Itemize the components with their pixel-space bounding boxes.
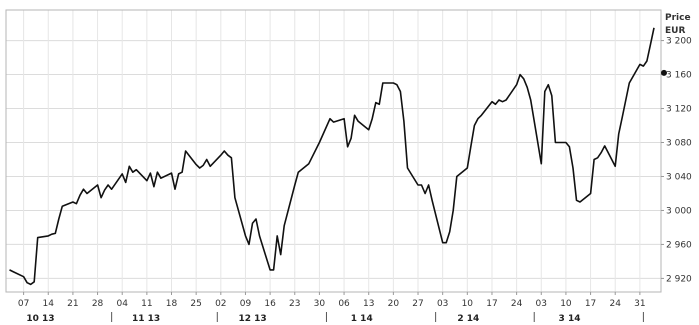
y-tick-label: 3 080: [666, 139, 692, 149]
y-tick-label: 3 120: [666, 105, 692, 115]
x-tick-label: 10: [560, 299, 572, 309]
x-tick-label: 03: [437, 299, 448, 309]
x-tick-label: 25: [190, 299, 201, 309]
x-tick-label: 24: [511, 299, 523, 309]
x-tick-label: 24: [609, 299, 621, 309]
x-tick-label: 20: [388, 299, 400, 309]
x-tick-label: 14: [43, 299, 55, 309]
x-tick-label: 18: [166, 299, 178, 309]
grid-lines: [6, 10, 661, 292]
month-label: 2 14: [457, 314, 479, 324]
x-tick-label: 23: [289, 299, 300, 309]
y-tick-label: 3 160: [666, 71, 692, 81]
x-tick-label: 03: [536, 299, 547, 309]
x-tick-label: 04: [116, 299, 128, 309]
x-tick-label: 09: [240, 299, 252, 309]
y-axis-title: Price: [665, 13, 691, 23]
x-tick-label: 02: [215, 299, 226, 309]
x-tick-label: 28: [92, 299, 104, 309]
x-tick-label: 17: [486, 299, 497, 309]
y-axis: 2 920 2 960 3 000 3 040 3 080 3 120 3 160 3 200: [661, 37, 692, 284]
plot-frame: [5, 9, 662, 293]
y-axis-unit: EUR: [665, 26, 685, 36]
y-tick-label: 2 920: [666, 274, 692, 284]
y-tick-label: 3 040: [666, 172, 692, 182]
last-value-marker: [661, 69, 667, 76]
month-label: 3 14: [559, 314, 581, 324]
x-axis: 07 14 21 28 04 11 18 25 02 09 16 23 30 06 13 20 27 03 10 17…: [18, 292, 646, 324]
price-series: [9, 27, 667, 286]
x-tick-label: 06: [338, 299, 350, 309]
x-tick-label: 16: [264, 299, 276, 309]
price-line: [9, 27, 655, 286]
x-tick-label: 10: [462, 299, 474, 309]
y-tick-label: 3 000: [666, 206, 692, 216]
x-tick-label: 11: [141, 299, 152, 309]
x-tick-label: 27: [412, 299, 423, 309]
x-tick-label: 30: [314, 299, 326, 309]
x-tick-label: 07: [18, 299, 29, 309]
month-label: 12 13: [238, 314, 266, 324]
x-tick-label: 17: [585, 299, 596, 309]
y-tick-label: 3 200: [666, 37, 692, 47]
y-tick-label: 2 960: [666, 240, 692, 250]
x-tick-label: 21: [67, 299, 78, 309]
month-label: 11 13: [132, 314, 160, 324]
x-tick-label: 13: [363, 299, 374, 309]
month-label: 10 13: [26, 314, 54, 324]
month-label: 1 14: [351, 314, 373, 324]
x-tick-label: 31: [634, 299, 645, 309]
